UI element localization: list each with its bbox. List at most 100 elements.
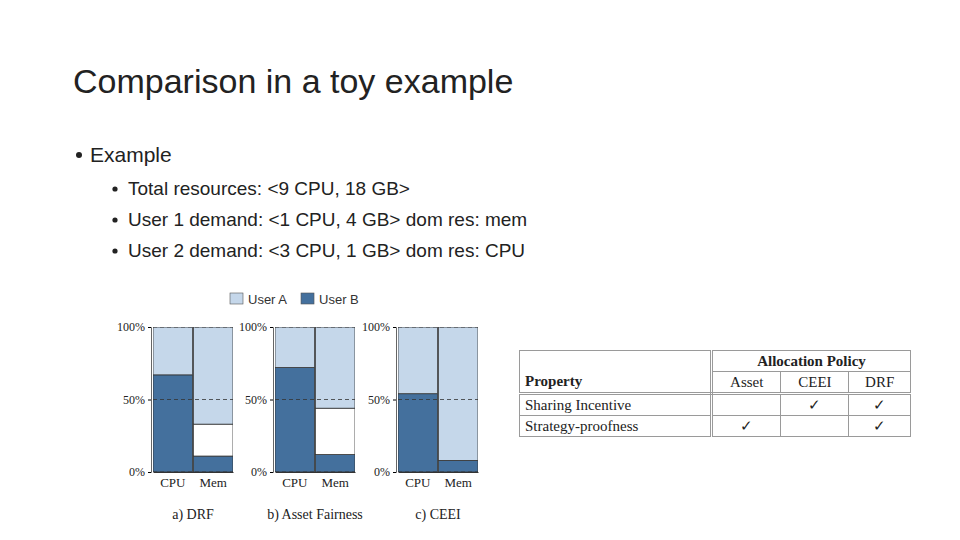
table-cell: ✓ [712,416,781,437]
grid-line [275,472,355,473]
y-tick-mark [270,472,273,473]
y-tick-mark [148,327,151,328]
bar-segment [153,327,193,375]
y-tick-label: 0% [129,465,145,479]
grid-line [398,472,478,473]
table-cell: ✓ [849,416,911,437]
x-tick-label: Mem [199,475,226,490]
bullet-dot [112,217,117,222]
legend-label: User A [248,292,287,307]
table-group-header: Allocation Policy [712,351,911,372]
plot-area [398,327,478,472]
table-header: Property [520,372,712,394]
y-tick: 100% [362,320,396,334]
grid-line [275,399,355,400]
grid-line [153,472,233,473]
slide: Comparison in a toy exampleExampleTotal … [0,0,960,540]
x-tick-label: CPU [405,475,431,490]
table-cell [781,416,849,437]
x-tick: CPU [282,472,308,490]
bar-segment [275,327,315,368]
y-tick-label: 100% [239,320,267,334]
y-tick-label: 50% [123,393,145,407]
y-tick-mark [393,327,396,328]
x-axis-line [399,472,479,473]
table-cell: Strategy-proofness [520,416,712,437]
x-tick: Mem [199,472,226,490]
table-row: Allocation Policy [520,351,911,372]
y-tick-label: 50% [368,393,390,407]
bar-segment [153,375,193,472]
bar-segment [438,460,478,472]
bullet-dot [112,186,117,191]
y-tick: 50% [245,393,273,407]
y-axis: 0% 50% 100% [117,320,152,479]
legend: User A User B [230,292,359,307]
bullet-dot [112,248,117,253]
y-tick-mark [393,472,396,473]
plot-area [153,327,233,472]
table-cell: Sharing Incentive [520,394,712,416]
chart: 0%50%100%CPUMema) DRF [117,320,234,523]
grid-line [275,327,355,328]
y-tick: 0% [374,465,396,479]
y-tick: 0% [251,465,273,479]
y-tick-mark [270,327,273,328]
chart-title: c) CEEI [415,507,461,523]
table-cell: ✓ [781,394,849,416]
table-header: DRF [849,372,911,394]
y-tick-label: 100% [362,320,390,334]
y-tick: 50% [123,393,151,407]
bar-segment [315,408,355,454]
y-tick-mark [148,472,151,473]
sub-bullet: Total resources: <9 CPU, 18 GB> [128,178,410,199]
property-table: Allocation PolicyPropertyAssetCEEIDRFSha… [519,350,911,437]
grid-line [153,327,233,328]
y-tick: 100% [239,320,273,334]
y-axis-line [270,328,274,473]
bar-segment [275,368,315,472]
bar-segment [438,327,478,460]
y-tick-label: 100% [117,320,145,334]
sub-bullet: User 1 demand: <1 CPU, 4 GB> dom res: me… [128,209,527,230]
y-tick-mark [393,400,396,401]
table-row: Strategy-proofness✓✓ [520,416,911,437]
bar-segment [193,327,233,424]
x-axis: CPU Mem [276,472,356,490]
chart: 0% 50% 100% CPU Mem c) CEEI [362,320,479,523]
table-row: PropertyAssetCEEIDRF [520,372,911,394]
table-header: Asset [712,372,781,394]
table-header: CEEI [781,372,849,394]
bar-segment [398,394,438,472]
x-tick: Mem [444,472,471,490]
grid-line [398,399,478,400]
legend-swatch [230,293,243,304]
chart: 0%50%100%CPUMemb) Asset Fairness [239,320,363,523]
y-axis: 0% 50% 100% [239,320,274,479]
y-tick: 0% [129,465,151,479]
plot-area [275,327,355,472]
slide-title: Comparison in a toy example [73,62,513,100]
x-tick: CPU [160,472,186,490]
legend-swatch [301,293,314,304]
y-tick-label: 0% [374,465,390,479]
x-tick-label: CPU [160,475,186,490]
legend-label: User B [319,292,359,307]
y-tick-label: 0% [251,465,267,479]
table-cell [520,351,712,372]
x-tick-label: Mem [444,475,471,490]
x-axis-line [154,472,234,473]
x-tick-label: CPU [282,475,308,490]
y-tick: 100% [117,320,151,334]
y-axis-line [148,328,152,473]
grid-line [153,399,233,400]
bar-segment [193,456,233,472]
x-tick: Mem [321,472,348,490]
grid-line [398,327,478,328]
x-tick-label: Mem [321,475,348,490]
y-axis: 0% 50% 100% [362,320,397,479]
y-tick-mark [270,400,273,401]
x-tick: CPU [405,472,431,490]
y-tick: 50% [368,393,396,407]
y-tick-mark [148,400,151,401]
